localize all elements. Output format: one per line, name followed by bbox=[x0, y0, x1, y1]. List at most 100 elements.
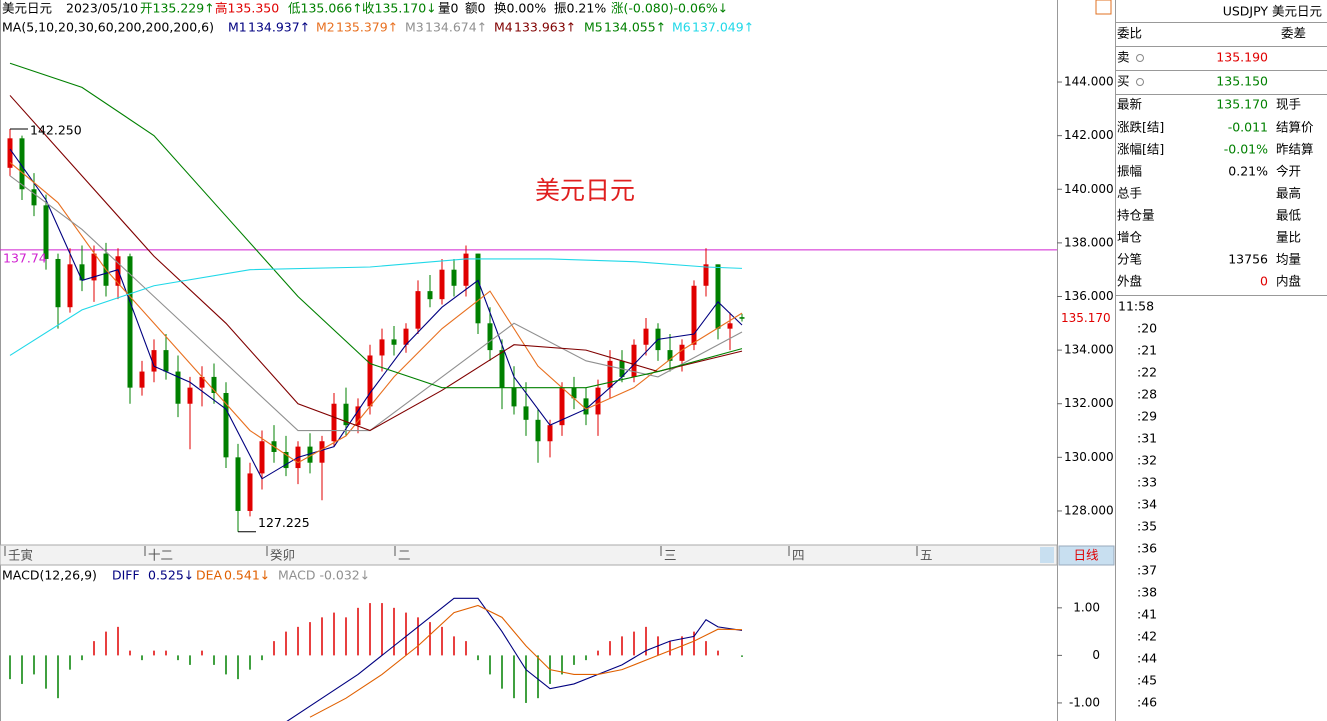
quote-label: 分笔 bbox=[1117, 252, 1142, 267]
tick-time: :34 bbox=[1137, 497, 1157, 512]
quote-label2: 内盘 bbox=[1276, 274, 1301, 289]
legend-value: 134.674↑ bbox=[425, 20, 487, 35]
tick-time: :31 bbox=[1137, 431, 1157, 446]
candle-body bbox=[331, 403, 337, 442]
header-item: 开135.229↑ bbox=[140, 1, 215, 16]
legend-value: 134.055↑ bbox=[604, 20, 666, 35]
period-button-box[interactable] bbox=[1058, 545, 1115, 566]
legend-name: DIFF bbox=[112, 568, 140, 583]
header-item: 高135.350 bbox=[215, 1, 279, 16]
candle-body bbox=[235, 457, 241, 511]
date-label: 二 bbox=[398, 548, 411, 563]
tick-time: :37 bbox=[1137, 563, 1157, 578]
header-item: 量0 bbox=[438, 1, 459, 16]
legend-name: M4 bbox=[494, 20, 513, 35]
main-plot bbox=[0, 62, 1057, 532]
date-label: 壬寅 bbox=[8, 548, 33, 563]
tick-time: :44 bbox=[1137, 651, 1157, 666]
line bbox=[309, 604, 743, 718]
legend-value: 134.937↑ bbox=[248, 20, 310, 35]
quote-value: -0.01% bbox=[1224, 142, 1268, 157]
tick-time: :32 bbox=[1137, 453, 1157, 468]
candle-body bbox=[523, 406, 529, 420]
tick-time: :38 bbox=[1137, 585, 1157, 600]
date-label: 四 bbox=[792, 548, 805, 563]
candle-body bbox=[499, 350, 505, 388]
candle-body bbox=[643, 328, 649, 345]
extreme-label: 142.250 bbox=[30, 122, 82, 137]
tick-time: :33 bbox=[1137, 475, 1157, 490]
candle-body bbox=[43, 205, 49, 259]
candle-body bbox=[343, 403, 349, 426]
tick-time: :28 bbox=[1137, 387, 1157, 402]
candle-body bbox=[379, 339, 385, 356]
y-tick-label: 130.000 bbox=[1064, 450, 1114, 464]
candle-body bbox=[415, 291, 421, 329]
candle-body bbox=[55, 258, 61, 308]
header-item: 低135.066↑ bbox=[288, 1, 363, 16]
legend-name: M1 bbox=[228, 20, 247, 35]
candle-body bbox=[607, 360, 613, 388]
candle-body bbox=[451, 269, 457, 286]
candle-body bbox=[679, 344, 685, 361]
quote-label2: 现手 bbox=[1276, 97, 1301, 112]
y-tick-label: 142.000 bbox=[1064, 128, 1114, 142]
quote-value: 13756 bbox=[1228, 252, 1268, 267]
candle-body bbox=[187, 387, 193, 404]
quote-label: 卖 bbox=[1117, 50, 1130, 65]
chart-title: 美元日元 bbox=[2, 1, 52, 16]
candle-body bbox=[571, 387, 577, 399]
scroll-handle[interactable] bbox=[1040, 547, 1054, 563]
quote-label2: 委差 bbox=[1281, 26, 1306, 41]
candle-body bbox=[199, 376, 205, 388]
candle-body bbox=[583, 398, 589, 415]
legend-name: DEA bbox=[196, 568, 223, 583]
quote-label: 增仓 bbox=[1117, 230, 1143, 245]
candle-body bbox=[463, 253, 469, 286]
panel-toggle[interactable] bbox=[1095, 0, 1112, 15]
candle-body bbox=[139, 371, 145, 388]
legend-value: 135.379↑ bbox=[336, 20, 398, 35]
y-tick-label: 140.000 bbox=[1064, 182, 1114, 196]
candle-body bbox=[631, 344, 637, 377]
tick-time: :42 bbox=[1137, 629, 1157, 644]
candle-body bbox=[67, 264, 73, 308]
candle-body bbox=[427, 291, 433, 300]
candle-body bbox=[595, 387, 601, 415]
quote-label2: 今开 bbox=[1276, 164, 1301, 179]
legend-macd: MACD -0.032↓ bbox=[278, 568, 370, 583]
quote-label: 涨幅[结] bbox=[1117, 142, 1164, 157]
line bbox=[9, 95, 743, 432]
candle-body bbox=[391, 339, 397, 345]
tick-time: :22 bbox=[1137, 365, 1157, 380]
date-label: 五 bbox=[920, 548, 933, 563]
candle-body bbox=[247, 473, 253, 511]
header-item: 涨(-0.080)-0.06%↓ bbox=[611, 1, 728, 16]
quote-title: USDJPY 美元日元 bbox=[1223, 4, 1322, 19]
quote-label: 委比 bbox=[1117, 26, 1142, 41]
candle-body bbox=[7, 138, 13, 168]
quote-label2: 最低 bbox=[1276, 208, 1302, 223]
ma-label: MA(5,10,20,30,60,200,200,200,6) bbox=[2, 20, 214, 35]
quote-label2: 结算价 bbox=[1276, 120, 1314, 135]
y-tick-label: 144.000 bbox=[1064, 75, 1114, 89]
candle-body bbox=[355, 406, 361, 426]
header-item: 额0 bbox=[465, 1, 486, 16]
quote-label: 外盘 bbox=[1117, 274, 1142, 289]
y-tick-label: 134.000 bbox=[1064, 343, 1114, 357]
quote-label: 总手 bbox=[1117, 186, 1142, 201]
tick-time: :36 bbox=[1137, 541, 1157, 556]
candle-body bbox=[475, 253, 481, 324]
candle-body bbox=[259, 441, 265, 474]
candle-body bbox=[547, 425, 553, 442]
quote-value: 0 bbox=[1260, 274, 1268, 289]
tick-time: :29 bbox=[1137, 409, 1157, 424]
quote-icon bbox=[1136, 78, 1144, 86]
tick-time: :21 bbox=[1137, 343, 1157, 358]
date-strip bbox=[0, 544, 1058, 566]
line bbox=[286, 597, 743, 721]
quote-label: 振幅 bbox=[1117, 164, 1142, 179]
period-button[interactable]: 日线 bbox=[1073, 548, 1099, 563]
